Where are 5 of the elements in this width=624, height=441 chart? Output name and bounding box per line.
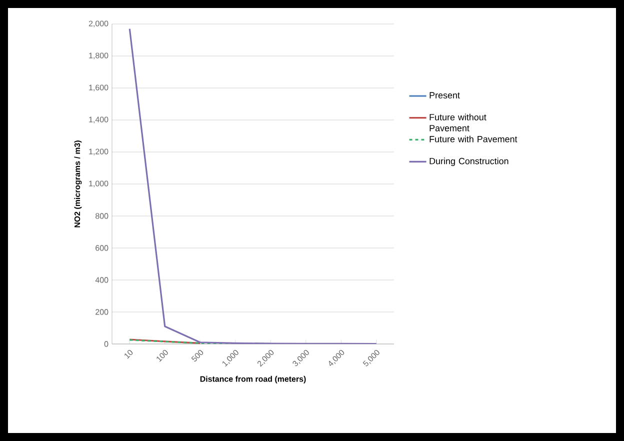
legend-label: During Construction bbox=[430, 158, 508, 166]
legend-label: Present bbox=[430, 92, 460, 98]
legend-label: Future without Pavement bbox=[430, 114, 486, 132]
line-series bbox=[128, 28, 378, 344]
legend-label: Future with Pavement bbox=[430, 136, 518, 142]
